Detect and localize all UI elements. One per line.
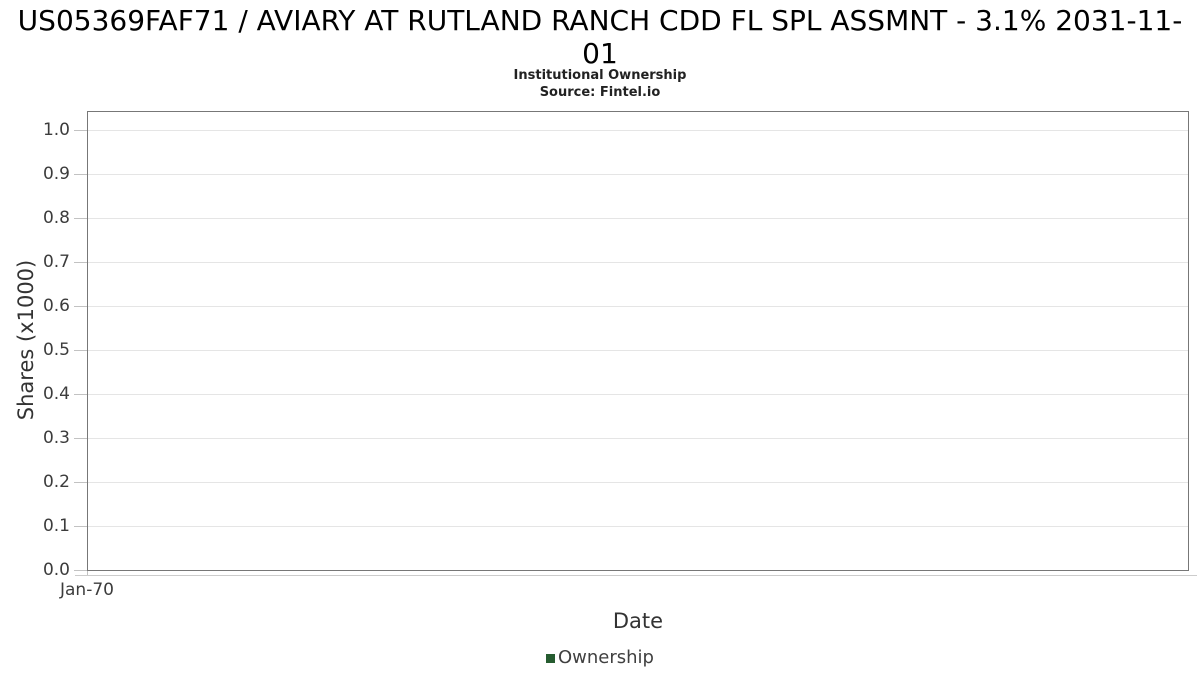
- x-axis-title: Date: [612, 609, 664, 633]
- gridline: [88, 130, 1188, 131]
- y-tick-mark: [74, 130, 87, 131]
- y-tick-label: 1.0: [42, 120, 70, 140]
- gridline: [88, 438, 1188, 439]
- x-axis-baseline: [75, 575, 1197, 576]
- chart-subtitle: Institutional Ownership: [513, 68, 687, 83]
- legend-swatch-ownership: [546, 653, 555, 663]
- y-tick-mark: [74, 350, 87, 351]
- y-tick-mark: [74, 174, 87, 175]
- y-tick-label: 0.1: [42, 516, 70, 536]
- y-tick-mark: [74, 482, 87, 483]
- y-tick-label: 0.4: [42, 384, 70, 404]
- gridline: [88, 174, 1188, 175]
- y-tick-label: 0.2: [42, 472, 70, 492]
- y-tick-mark: [74, 438, 87, 439]
- gridline: [88, 218, 1188, 219]
- x-tick-label: Jan-70: [60, 580, 114, 600]
- y-tick-label: 0.5: [42, 340, 70, 360]
- gridline: [88, 482, 1188, 483]
- y-tick-label: 0.3: [42, 428, 70, 448]
- y-tick-mark: [74, 262, 87, 263]
- y-tick-label: 0.9: [42, 164, 70, 184]
- chart-source-credit: Source: Fintel.io: [539, 85, 661, 100]
- y-tick-mark: [74, 394, 87, 395]
- gridline: [88, 350, 1188, 351]
- y-tick-mark: [74, 218, 87, 219]
- y-tick-label: 0.0: [42, 560, 70, 580]
- y-tick-label: 0.6: [42, 296, 70, 316]
- y-tick-label: 0.8: [42, 208, 70, 228]
- chart-title-line-1: US05369FAF71 / AVIARY AT RUTLAND RANCH C…: [17, 4, 1183, 37]
- chart-title-line-2: 01: [582, 37, 618, 70]
- y-tick-label: 0.7: [42, 252, 70, 272]
- y-tick-mark: [74, 306, 87, 307]
- legend: Ownership: [0, 646, 1200, 670]
- gridline: [88, 306, 1188, 307]
- gridline: [88, 394, 1188, 395]
- gridline: [88, 262, 1188, 263]
- chart-title: US05369FAF71 / AVIARY AT RUTLAND RANCH C…: [0, 4, 1200, 70]
- y-tick-mark: [74, 526, 87, 527]
- x-tick-mark: [87, 571, 88, 576]
- gridline: [88, 526, 1188, 527]
- plot-area: [87, 111, 1189, 571]
- legend-label-ownership: Ownership: [558, 647, 654, 668]
- y-tick-mark: [74, 570, 87, 571]
